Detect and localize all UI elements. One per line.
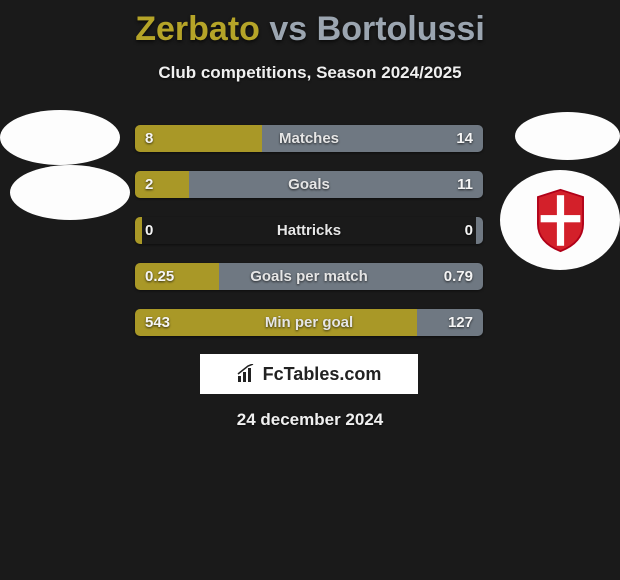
player2-photo-placeholder [515,112,620,160]
stat-label: Matches [135,125,483,152]
stat-label: Goals per match [135,263,483,290]
bar-chart-icon [237,364,257,384]
club-crest-container [500,170,620,270]
stat-row: 543127Min per goal [135,309,483,336]
fctables-logo: FcTables.com [200,354,418,394]
page-title: Zerbato vs Bortolussi [0,0,620,49]
title-vs: vs [260,10,317,48]
date-label: 24 december 2024 [0,410,620,430]
stat-label: Min per goal [135,309,483,336]
club-crest-icon [533,188,588,253]
stat-row: 814Matches [135,125,483,152]
stat-row: 0.250.79Goals per match [135,263,483,290]
title-player1: Zerbato [135,10,260,48]
stat-row: 211Goals [135,171,483,198]
title-player2: Bortolussi [317,10,485,48]
stat-label: Hattricks [135,217,483,244]
stat-row: 00Hattricks [135,217,483,244]
player1-photo-placeholder-1 [0,110,120,165]
comparison-bars: 814Matches 211Goals 00Hattricks 0.250.79Goa… [135,125,483,355]
player1-photo-placeholder-2 [10,165,130,220]
stat-label: Goals [135,171,483,198]
logo-text: FcTables.com [263,364,382,385]
subtitle: Club competitions, Season 2024/2025 [0,63,620,83]
